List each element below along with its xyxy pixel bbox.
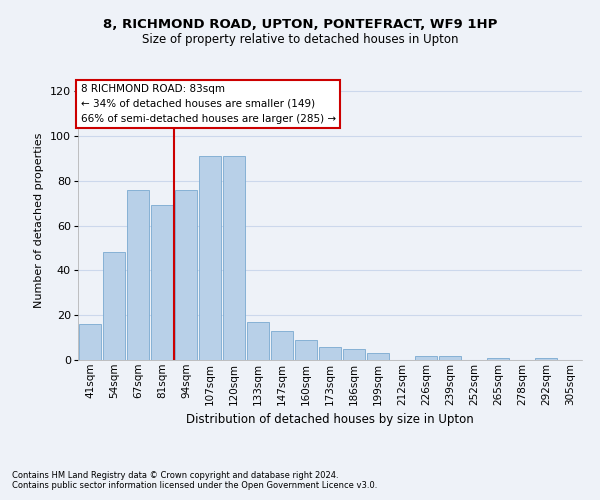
Bar (199, 156, 221, 360)
Bar (343, 349, 365, 360)
Bar (79, 324, 101, 360)
Bar (295, 340, 317, 360)
X-axis label: Distribution of detached houses by size in Upton: Distribution of detached houses by size … (186, 413, 474, 426)
Y-axis label: Number of detached properties: Number of detached properties (34, 132, 44, 308)
Text: 8 RICHMOND ROAD: 83sqm
← 34% of detached houses are smaller (149)
66% of semi-de: 8 RICHMOND ROAD: 83sqm ← 34% of detached… (80, 84, 335, 124)
Bar (271, 331, 293, 360)
Text: Contains public sector information licensed under the Open Government Licence v3: Contains public sector information licen… (12, 481, 377, 490)
Bar (127, 190, 149, 360)
Bar (151, 206, 173, 360)
Text: Size of property relative to detached houses in Upton: Size of property relative to detached ho… (142, 32, 458, 46)
Bar (319, 346, 341, 360)
Bar (175, 190, 197, 360)
Bar (103, 252, 125, 360)
Bar (439, 356, 461, 360)
Bar (487, 358, 509, 360)
Bar (247, 322, 269, 360)
Bar (223, 156, 245, 360)
Bar (367, 354, 389, 360)
Bar (535, 358, 557, 360)
Bar (415, 356, 437, 360)
Text: Contains HM Land Registry data © Crown copyright and database right 2024.: Contains HM Land Registry data © Crown c… (12, 471, 338, 480)
Text: 8, RICHMOND ROAD, UPTON, PONTEFRACT, WF9 1HP: 8, RICHMOND ROAD, UPTON, PONTEFRACT, WF9… (103, 18, 497, 30)
